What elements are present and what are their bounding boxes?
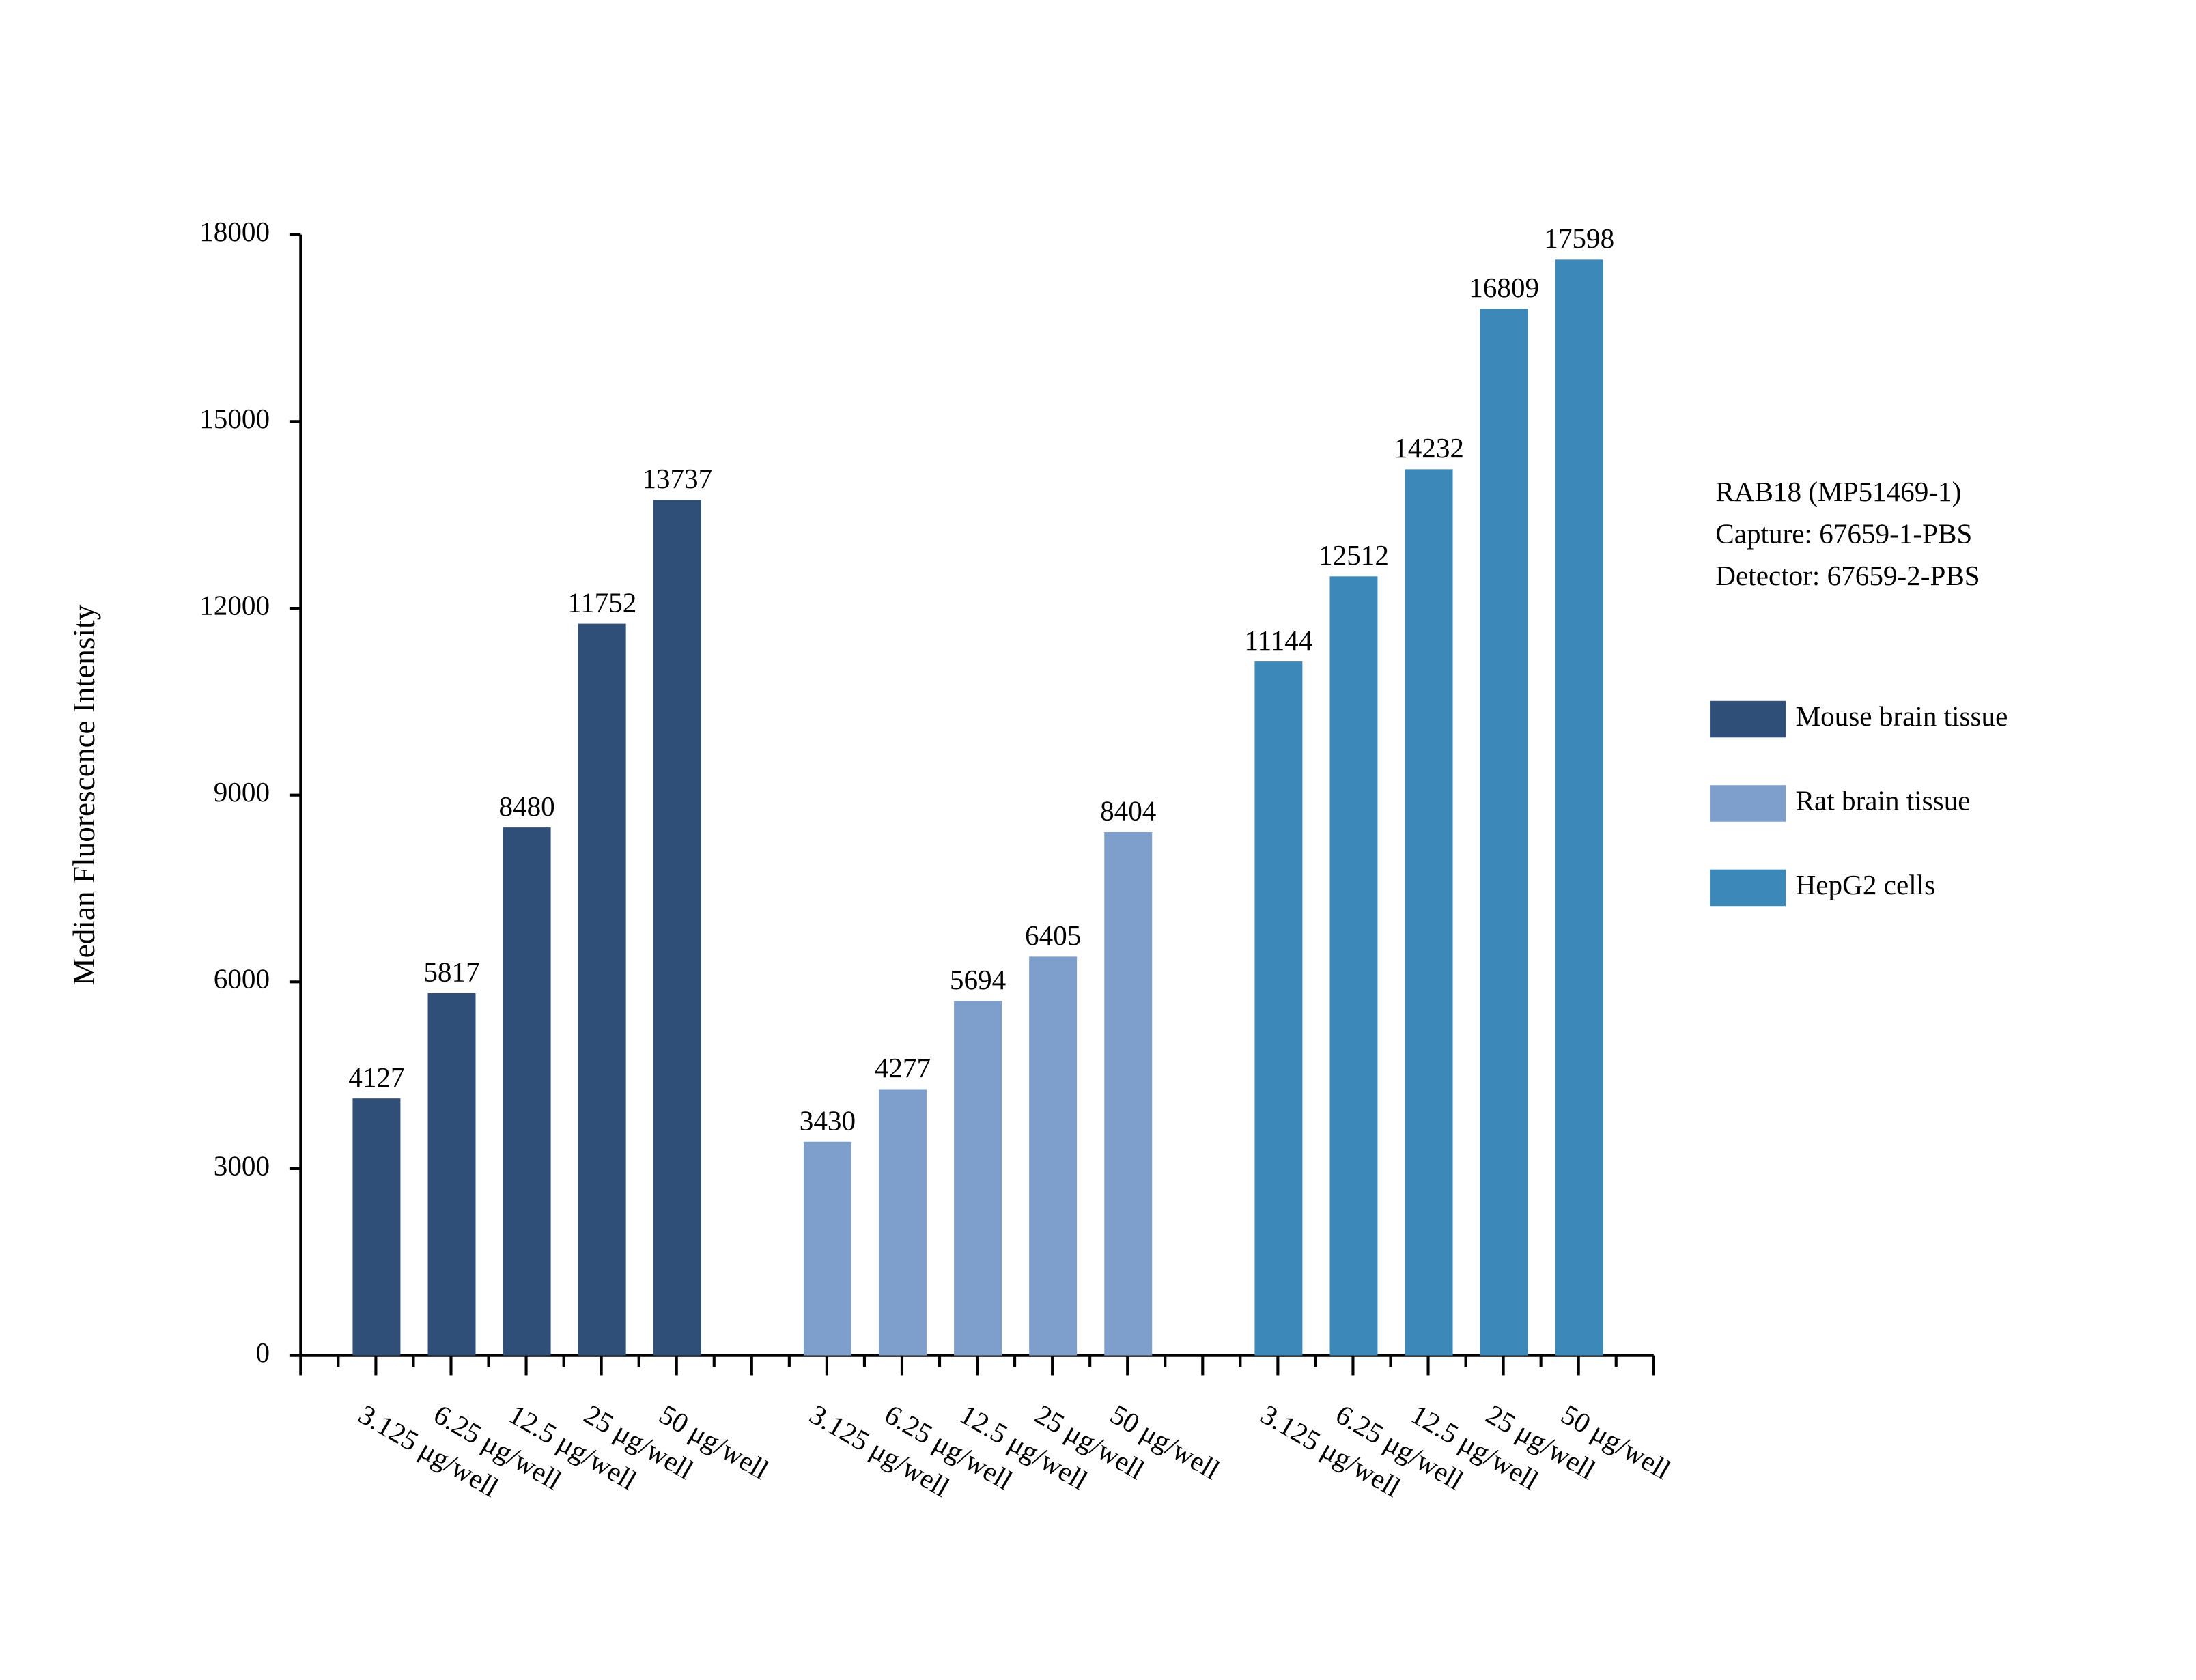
y-tick-label: 18000 [199,216,270,247]
bar [653,500,701,1356]
bar [1254,661,1303,1356]
bar [427,993,476,1356]
bar [352,1098,401,1356]
bar [1555,259,1603,1356]
legend-label: Rat brain tissue [1796,784,1971,816]
value-label: 14232 [1394,432,1464,464]
bar [1405,469,1453,1356]
value-label: 17598 [1544,223,1614,254]
legend-swatch [1710,700,1786,738]
bar [503,827,551,1356]
legend-swatch [1710,869,1786,907]
value-label: 3430 [800,1105,856,1136]
value-label: 12512 [1319,539,1389,571]
value-label: 16809 [1469,272,1539,303]
value-label: 13737 [642,463,712,494]
value-label: 6405 [1025,920,1081,951]
y-axis-label: Median Fluorescence Intensity [67,604,101,985]
value-label: 8480 [498,791,554,822]
value-label: 8404 [1100,795,1156,827]
value-label: 5694 [950,964,1006,995]
annotation: Detector: 67659-2-PBS [1715,560,1980,591]
bar [803,1141,851,1356]
y-tick-label: 12000 [199,589,270,621]
annotation: RAB18 (MP51469-1) [1715,476,1961,508]
bar [879,1089,927,1356]
y-tick-label: 6000 [214,963,270,995]
annotation: Capture: 67659-1-PBS [1715,517,1972,549]
bar [1104,832,1153,1356]
value-label: 11144 [1244,625,1312,656]
bar [578,623,626,1356]
y-tick-label: 15000 [199,403,270,434]
value-label: 11752 [567,586,636,618]
y-tick-label: 9000 [214,776,270,808]
legend-label: HepG2 cells [1796,869,1936,900]
value-label: 5817 [423,956,479,988]
y-tick-label: 0 [255,1337,270,1368]
legend-label: Mouse brain tissue [1796,700,2008,732]
value-label: 4277 [875,1052,931,1083]
value-label: 4127 [348,1062,404,1093]
y-tick-label: 3000 [214,1150,270,1181]
bar [1480,309,1528,1356]
bar [954,1001,1002,1356]
legend-swatch [1710,785,1786,822]
bar [1029,956,1078,1356]
bar [1329,576,1378,1356]
